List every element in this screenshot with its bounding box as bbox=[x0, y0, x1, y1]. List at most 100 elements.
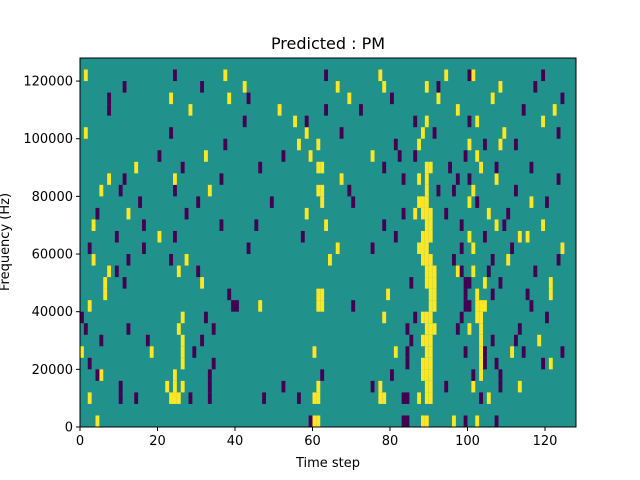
heatmap-cell-low bbox=[545, 196, 549, 208]
heatmap-cell-high bbox=[107, 265, 112, 278]
heatmap-cell-high bbox=[421, 311, 425, 324]
heatmap-cell-high bbox=[428, 230, 433, 243]
heatmap-cell-high bbox=[517, 230, 522, 243]
heatmap-cell-high bbox=[417, 242, 422, 255]
heatmap-cell-low bbox=[118, 184, 123, 197]
heatmap-cell-low bbox=[138, 196, 143, 208]
heatmap-cell-high bbox=[444, 69, 449, 82]
heatmap-cell-high bbox=[393, 346, 398, 358]
heatmap-cell-low bbox=[258, 161, 263, 174]
heatmap-cell-high bbox=[320, 184, 325, 197]
heatmap-cell-high bbox=[424, 81, 429, 93]
heatmap-cell-high bbox=[320, 161, 325, 174]
heatmap-cell-high bbox=[173, 380, 177, 393]
heatmap-cell-low bbox=[452, 254, 456, 266]
heatmap-cell-high bbox=[467, 323, 472, 335]
heatmap-cell-high bbox=[428, 207, 433, 220]
heatmap-cell-low bbox=[444, 380, 449, 393]
heatmap-cell-low bbox=[401, 207, 406, 220]
heatmap-cell-low bbox=[242, 115, 247, 128]
heatmap-cell-low bbox=[459, 311, 464, 324]
heatmap-cell-high bbox=[541, 115, 546, 128]
heatmap-cell-high bbox=[99, 369, 104, 381]
heatmap-cell-low bbox=[459, 265, 464, 278]
heatmap-cell-low bbox=[281, 380, 286, 393]
x-axis-title: Time step bbox=[295, 456, 360, 471]
heatmap-cell-high bbox=[277, 104, 282, 116]
heatmap-cell-high bbox=[428, 357, 433, 370]
heatmap-cell-low bbox=[467, 277, 472, 289]
heatmap-cell-high bbox=[498, 138, 503, 151]
heatmap-cell-high bbox=[486, 207, 491, 220]
heatmap-cell-low bbox=[204, 311, 208, 324]
heatmap-cell-low bbox=[393, 138, 398, 151]
heatmap-cell-high bbox=[424, 369, 429, 381]
heatmap-cell-high bbox=[223, 69, 228, 82]
heatmap-cell-high bbox=[479, 300, 484, 312]
heatmap-cell-high bbox=[525, 230, 530, 243]
heatmap-cell-low bbox=[80, 311, 84, 324]
heatmap-cell-high bbox=[475, 115, 480, 128]
heatmap-cell-high bbox=[424, 277, 429, 289]
heatmap-cell-low bbox=[514, 334, 518, 347]
heatmap-cell-high bbox=[494, 219, 499, 231]
heatmap-cell-high bbox=[200, 277, 205, 289]
heatmap-cell-high bbox=[169, 392, 174, 404]
heatmap-cell-high bbox=[490, 92, 495, 105]
heatmap-cell-low bbox=[393, 230, 398, 243]
heatmap-cell-high bbox=[479, 161, 484, 174]
heatmap-cell-high bbox=[479, 311, 484, 324]
heatmap-cell-low bbox=[207, 369, 212, 381]
heatmap-cell-high bbox=[424, 242, 429, 255]
heatmap-cell-high bbox=[421, 196, 425, 208]
heatmap-cell-low bbox=[169, 127, 174, 139]
heatmap-cell-high bbox=[382, 81, 387, 93]
heatmap-cell-low bbox=[281, 150, 286, 162]
heatmap-cell-high bbox=[424, 334, 429, 347]
heatmap-cell-low bbox=[107, 104, 112, 116]
heatmap-cell-high bbox=[242, 81, 247, 93]
heatmap-cell-low bbox=[483, 230, 487, 243]
heatmap-cell-high bbox=[428, 288, 433, 301]
heatmap-cell-low bbox=[413, 311, 418, 324]
heatmap-cell-high bbox=[417, 138, 422, 151]
heatmap-cell-low bbox=[560, 92, 565, 105]
heatmap-cell-high bbox=[316, 184, 321, 197]
heatmap-cell-high bbox=[428, 161, 433, 174]
heatmap-cell-high bbox=[421, 207, 425, 220]
heatmap-cell-high bbox=[428, 219, 433, 231]
heatmap-cell-low bbox=[502, 219, 507, 231]
heatmap-cell-low bbox=[122, 173, 127, 185]
heatmap-cell-low bbox=[409, 334, 414, 347]
heatmap-cell-high bbox=[483, 300, 487, 312]
x-axis: 0 20 40 60 80 100 120 bbox=[76, 427, 557, 449]
heatmap-cell-high bbox=[421, 415, 425, 427]
heatmap-cell-low bbox=[459, 219, 464, 231]
heatmap-cell-high bbox=[312, 392, 317, 404]
heatmap-cell-low bbox=[390, 92, 394, 105]
heatmap-cell-high bbox=[293, 115, 298, 128]
heatmap-cell-low bbox=[304, 115, 309, 128]
heatmap-cell-high bbox=[149, 346, 154, 358]
heatmap-cell-high bbox=[517, 380, 522, 393]
heatmap-cell-low bbox=[188, 392, 193, 404]
heatmap-cell-low bbox=[517, 323, 522, 335]
heatmap-cell-high bbox=[432, 323, 437, 335]
heatmap-cell-low bbox=[490, 288, 495, 301]
heatmap-background bbox=[80, 58, 576, 427]
heatmap-cell-high bbox=[424, 323, 429, 335]
heatmap-cell-low bbox=[514, 184, 518, 197]
heatmap-cell-high bbox=[421, 369, 425, 381]
heatmap-cell-low bbox=[405, 323, 410, 335]
heatmap-cell-low bbox=[479, 392, 484, 404]
heatmap-cell-low bbox=[262, 392, 267, 404]
y-tick-label: 60000 bbox=[32, 248, 73, 263]
heatmap-cell-high bbox=[432, 265, 437, 278]
y-tick-label: 0 bbox=[65, 421, 73, 436]
heatmap-cell-low bbox=[405, 357, 410, 370]
heatmap-cell-low bbox=[436, 184, 441, 197]
heatmap-cell-high bbox=[475, 150, 480, 162]
heatmap-cell-high bbox=[541, 219, 546, 231]
heatmap-cell-high bbox=[312, 346, 317, 358]
heatmap-cell-high bbox=[378, 69, 383, 82]
